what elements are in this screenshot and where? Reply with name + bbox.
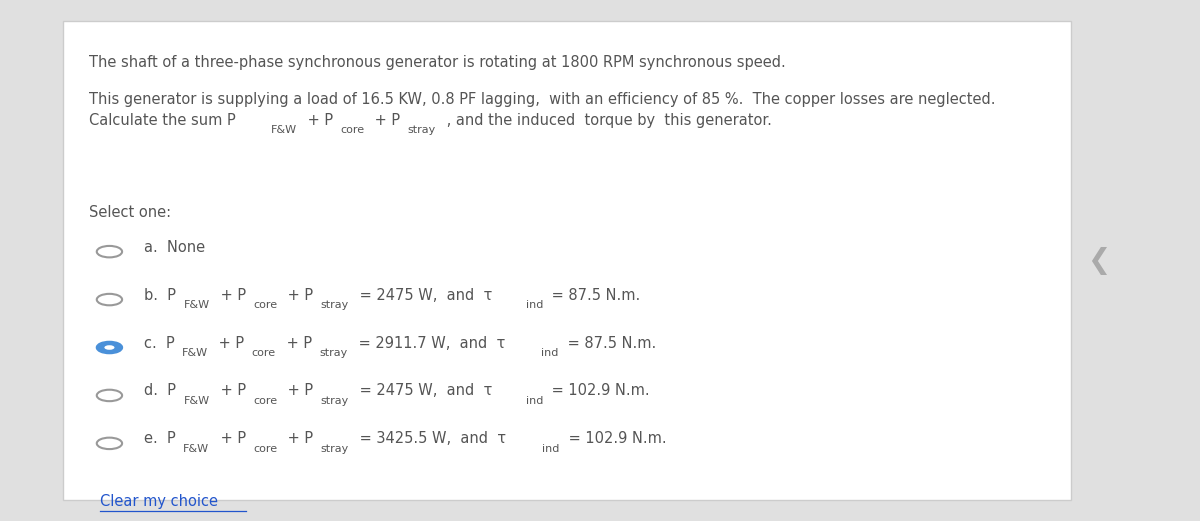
Circle shape	[97, 246, 122, 257]
Text: d.  P: d. P	[144, 383, 176, 399]
Text: core: core	[253, 444, 277, 454]
Text: core: core	[253, 300, 277, 310]
Text: Clear my choice: Clear my choice	[101, 494, 218, 509]
Text: + P: + P	[283, 383, 313, 399]
Text: + P: + P	[370, 113, 400, 128]
Text: a.  None: a. None	[144, 240, 205, 255]
Text: + P: + P	[283, 431, 313, 446]
Text: = 2475 W,  and  τ: = 2475 W, and τ	[355, 288, 493, 303]
Text: This generator is supplying a load of 16.5 KW, 0.8 PF lagging,  with an efficien: This generator is supplying a load of 16…	[89, 92, 995, 107]
Text: + P: + P	[216, 288, 246, 303]
Text: ind: ind	[526, 300, 544, 310]
Text: Select one:: Select one:	[89, 205, 170, 220]
Text: stray: stray	[320, 444, 348, 454]
Circle shape	[97, 438, 122, 449]
Text: + P: + P	[283, 288, 313, 303]
Text: = 3425.5 W,  and  τ: = 3425.5 W, and τ	[355, 431, 506, 446]
FancyBboxPatch shape	[64, 21, 1072, 500]
Circle shape	[104, 345, 114, 350]
Text: , and the induced  torque by  this generator.: , and the induced torque by this generat…	[443, 113, 772, 128]
Text: Calculate the sum P: Calculate the sum P	[89, 113, 235, 128]
Text: The shaft of a three-phase synchronous generator is rotating at 1800 RPM synchro: The shaft of a three-phase synchronous g…	[89, 55, 786, 70]
Text: stray: stray	[407, 125, 436, 135]
Text: ind: ind	[542, 444, 559, 454]
Circle shape	[97, 342, 122, 353]
Text: c.  P: c. P	[144, 336, 175, 351]
Text: ❮: ❮	[1087, 246, 1110, 275]
Text: core: core	[252, 348, 276, 358]
Text: core: core	[253, 396, 277, 406]
Text: = 2475 W,  and  τ: = 2475 W, and τ	[355, 383, 493, 399]
Text: + P: + P	[216, 383, 246, 399]
Text: = 2911.7 W,  and  τ: = 2911.7 W, and τ	[354, 336, 505, 351]
Text: + P: + P	[216, 431, 246, 446]
Text: b.  P: b. P	[144, 288, 176, 303]
Text: e.  P: e. P	[144, 431, 175, 446]
Text: = 102.9 N.m.: = 102.9 N.m.	[564, 431, 666, 446]
Text: F&W: F&W	[270, 125, 296, 135]
Text: F&W: F&W	[184, 444, 210, 454]
Text: = 87.5 N.m.: = 87.5 N.m.	[563, 336, 656, 351]
Text: = 87.5 N.m.: = 87.5 N.m.	[547, 288, 641, 303]
Text: stray: stray	[319, 348, 347, 358]
Circle shape	[97, 390, 122, 401]
Text: stray: stray	[320, 300, 349, 310]
Text: + P: + P	[282, 336, 312, 351]
Text: stray: stray	[320, 396, 349, 406]
Text: F&W: F&W	[184, 396, 210, 406]
Text: F&W: F&W	[182, 348, 208, 358]
Text: ind: ind	[541, 348, 559, 358]
Text: F&W: F&W	[184, 300, 210, 310]
Text: = 102.9 N.m.: = 102.9 N.m.	[547, 383, 649, 399]
Text: core: core	[340, 125, 365, 135]
Text: + P: + P	[302, 113, 332, 128]
Text: ind: ind	[526, 396, 544, 406]
Circle shape	[97, 342, 122, 353]
Text: + P: + P	[215, 336, 245, 351]
Circle shape	[97, 294, 122, 305]
